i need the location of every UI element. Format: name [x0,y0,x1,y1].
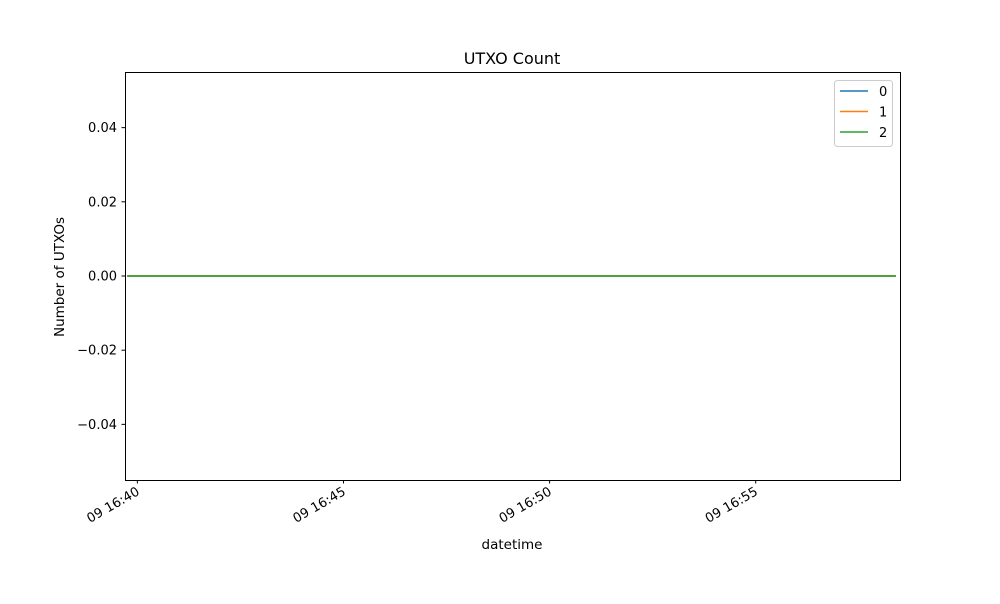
y-axis: −0.04 −0.02 0.00 0.02 0.04 [77,121,125,433]
y-tick-label: 0.00 [88,270,117,285]
x-tick-label: 09 16:50 [497,484,555,526]
y-tick-label: −0.04 [77,418,117,433]
x-tick-label: 09 16:45 [291,484,349,526]
y-tick-label: 0.04 [88,121,117,136]
x-tick-label: 09 16:40 [85,484,143,526]
legend: 0 1 2 [834,80,893,147]
x-axis-label: datetime [482,537,543,553]
y-axis-label: Number of UTXOs [52,217,68,337]
legend-box [834,80,893,147]
y-tick-label: −0.02 [77,344,117,359]
legend-label: 1 [879,106,887,121]
x-axis: 09 16:40 09 16:45 09 16:50 09 16:55 [85,480,761,527]
y-tick-label: 0.02 [88,195,117,210]
x-tick-label: 09 16:55 [703,484,761,526]
legend-label: 0 [879,85,887,100]
plot-area-frame [125,72,901,481]
legend-label: 2 [879,126,887,141]
chart-title: UTXO Count [464,49,561,68]
